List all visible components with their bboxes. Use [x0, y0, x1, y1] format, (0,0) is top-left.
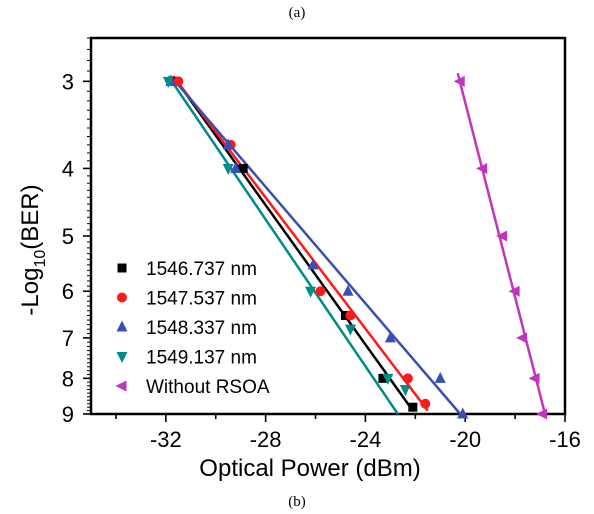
legend-label: Without RSOA [146, 377, 270, 398]
data-point [453, 75, 465, 87]
y-tick-label: 9 [62, 402, 74, 427]
y-tick-label: 6 [62, 279, 74, 304]
data-point [230, 161, 242, 173]
data-point [378, 373, 388, 383]
data-point [173, 76, 184, 87]
data-points [162, 74, 548, 420]
data-point [420, 398, 431, 409]
legend-label: 1548.337 nm [146, 318, 257, 339]
x-tick-label: -20 [449, 427, 481, 452]
data-point [307, 258, 319, 270]
legend-marker [116, 352, 128, 363]
axis-ticks [83, 37, 566, 422]
x-axis-label: Optical Power (dBm) [199, 455, 420, 482]
y-tick-label: 8 [62, 366, 74, 391]
legend-label: 1547.537 nm [146, 289, 257, 310]
data-point [402, 373, 413, 384]
y-tick-label: 7 [62, 326, 74, 351]
fit-line [456, 72, 547, 415]
y-axis-label: -Log10(BER) [17, 184, 49, 315]
data-point [476, 162, 488, 174]
y-tick-label: 5 [62, 224, 74, 249]
fit-lines [167, 72, 547, 415]
data-point [434, 371, 446, 383]
data-point [399, 384, 411, 396]
data-point [508, 285, 520, 297]
data-point [528, 372, 540, 384]
data-point [516, 332, 528, 344]
caption-bottom: (b) [288, 494, 306, 510]
caption-top: (a) [289, 5, 306, 21]
data-point [382, 373, 394, 385]
data-point [315, 286, 326, 297]
x-tick-label: -28 [250, 427, 282, 452]
plot-area-border [89, 36, 567, 416]
data-point [162, 76, 174, 88]
data-point [457, 407, 469, 419]
data-point [344, 324, 356, 336]
data-point [496, 230, 508, 242]
legend-marker [116, 320, 128, 332]
data-point [238, 163, 248, 173]
y-tick-label: 3 [62, 69, 74, 94]
legend: 1546.737 nm 1547.537 nm 1548.337 nm 1549.13… [115, 259, 270, 398]
legend-marker [117, 263, 127, 273]
fit-line [167, 75, 399, 415]
x-tick-label: -32 [150, 427, 182, 452]
fit-line [172, 75, 429, 412]
fit-line [172, 75, 414, 412]
fit-line [169, 75, 462, 415]
data-point [384, 331, 396, 343]
legend-marker [117, 292, 127, 303]
legend-label: 1549.137 nm [146, 348, 257, 369]
legend-label: 1546.737 nm [146, 259, 257, 280]
plot-frame [89, 36, 567, 416]
data-point [342, 284, 354, 296]
data-point [345, 310, 356, 321]
tick-labels: -32 -28 -24 -20 -16 3 4 5 6 7 8 9 [62, 69, 581, 452]
legend-marker [115, 380, 127, 392]
data-point [536, 408, 548, 420]
data-point [222, 138, 234, 150]
data-point [222, 163, 234, 175]
y-tick-label: 4 [62, 156, 74, 181]
x-tick-label: -16 [549, 427, 581, 452]
data-point [305, 286, 317, 298]
x-tick-label: -24 [350, 427, 382, 452]
data-point [408, 402, 418, 412]
